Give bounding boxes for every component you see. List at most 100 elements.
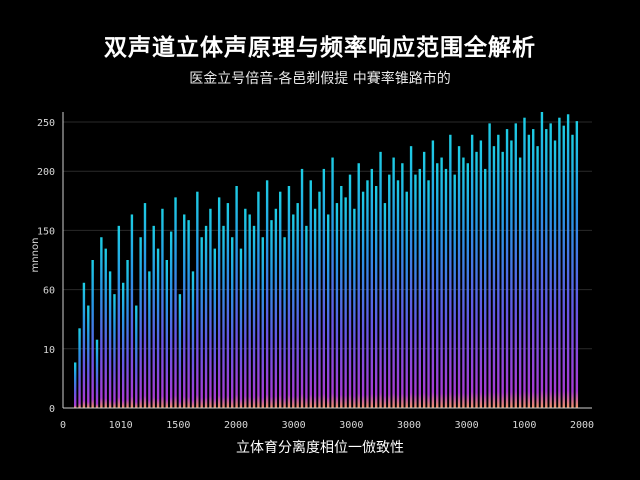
bar	[292, 214, 295, 408]
bar	[514, 123, 517, 408]
bar	[449, 134, 452, 408]
bar	[174, 197, 177, 408]
x-tick-label: 1000	[512, 420, 536, 431]
bar	[497, 134, 500, 408]
bar	[558, 117, 561, 408]
bar	[545, 129, 548, 408]
bar	[217, 197, 221, 408]
bar	[475, 151, 478, 408]
bar	[374, 186, 378, 408]
chart-bars	[74, 112, 579, 409]
bar	[523, 117, 526, 408]
bar	[108, 271, 112, 408]
bar	[121, 282, 125, 408]
bar	[209, 208, 212, 408]
bar	[191, 271, 195, 408]
bar	[571, 134, 574, 408]
bar	[440, 157, 443, 408]
x-tick-label: 1500	[166, 420, 190, 431]
bar	[401, 163, 404, 408]
bar	[444, 168, 448, 408]
x-tick-labels: 0 1010 1500 2000 3000 3000 3000 3000 1000 2000	[60, 420, 594, 431]
bar	[436, 163, 439, 408]
bar	[113, 294, 116, 408]
bar	[235, 186, 238, 408]
bar	[575, 121, 579, 409]
bar	[265, 180, 269, 408]
bar	[78, 328, 81, 408]
bar	[562, 125, 565, 408]
bar	[309, 180, 312, 408]
bar	[427, 180, 430, 408]
bar	[296, 203, 299, 408]
y-tick-labels: 0 10 60 150 200 250	[37, 118, 55, 415]
bar	[239, 248, 243, 408]
chart-subtitle: 医金立号倍音-各邑剃假提 中賽率锥路市的	[189, 71, 451, 87]
bar	[318, 191, 321, 408]
bar	[353, 208, 356, 408]
bar	[422, 151, 426, 408]
bar	[344, 197, 347, 408]
bar	[231, 237, 234, 408]
bar	[505, 129, 509, 408]
x-tick-label: 2000	[570, 420, 594, 431]
bar	[518, 157, 522, 408]
bar	[532, 129, 535, 408]
x-tick-label: 3000	[397, 420, 421, 431]
x-tick-label: 0	[60, 420, 66, 431]
bar	[379, 151, 382, 408]
bar	[409, 146, 413, 408]
bar	[462, 157, 465, 408]
bar	[257, 191, 260, 408]
x-tick-label: 3000	[455, 420, 479, 431]
bar	[366, 180, 369, 408]
bar	[143, 203, 147, 408]
bar	[74, 362, 77, 408]
bar	[82, 282, 86, 408]
x-tick-label: 2000	[224, 420, 248, 431]
bar	[396, 180, 400, 408]
x-axis-title: 立体育分离度相位一倣致性	[236, 439, 404, 456]
bar	[165, 260, 168, 408]
bar	[187, 220, 190, 408]
chart-axes	[62, 112, 592, 409]
bar	[178, 294, 182, 408]
bar	[340, 186, 343, 408]
bar	[169, 231, 173, 408]
bar	[357, 163, 360, 408]
bar	[331, 157, 334, 408]
bar	[370, 168, 374, 408]
bar	[431, 140, 435, 408]
bar	[553, 140, 557, 408]
bar	[117, 225, 121, 408]
bar	[100, 237, 103, 408]
bar	[279, 191, 282, 408]
bar	[335, 203, 339, 408]
x-tick-label: 1010	[109, 420, 133, 431]
bar	[566, 114, 570, 408]
bar	[540, 112, 544, 408]
bar	[283, 237, 286, 408]
bar	[479, 140, 483, 408]
bar	[361, 191, 365, 408]
bar	[470, 134, 474, 408]
bar	[527, 134, 531, 408]
bar	[383, 203, 387, 408]
bar	[414, 174, 417, 408]
y-tick-label: 150	[37, 226, 55, 237]
bar	[484, 168, 487, 408]
bar	[139, 237, 142, 408]
y-tick-label: 10	[43, 345, 55, 356]
bar	[270, 220, 273, 408]
bar	[300, 168, 304, 408]
bar	[466, 163, 469, 408]
bar	[327, 214, 330, 408]
bar	[226, 203, 230, 408]
x-tick-label: 3000	[339, 420, 363, 431]
bar	[453, 174, 456, 408]
y-tick-label: 250	[37, 118, 55, 129]
bar	[388, 174, 391, 408]
bar	[183, 214, 186, 408]
bar	[488, 123, 491, 408]
